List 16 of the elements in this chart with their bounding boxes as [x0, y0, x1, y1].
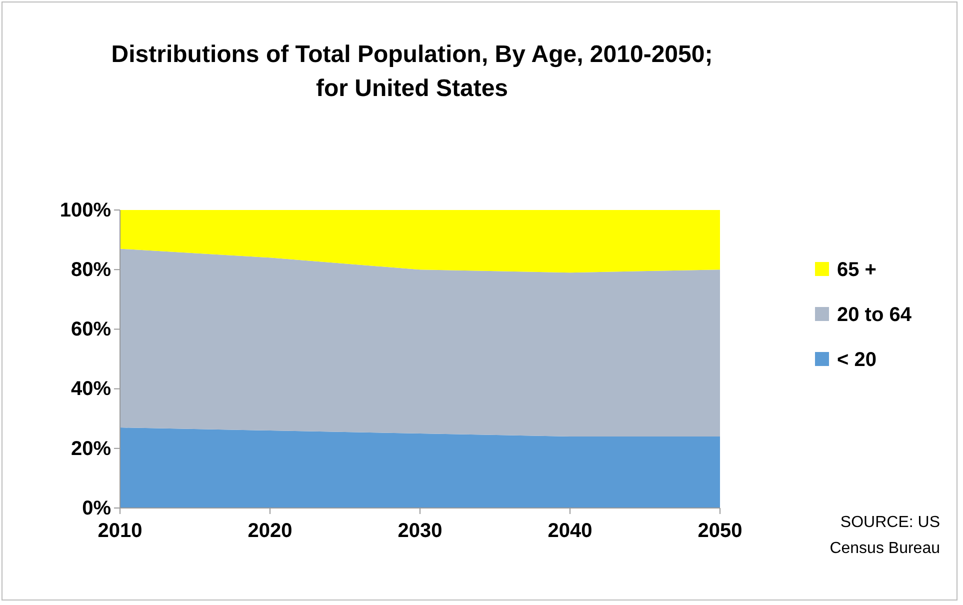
legend-label: 65 + — [837, 259, 876, 281]
x-tick-label: 2050 — [698, 520, 742, 542]
y-tick-label: 0% — [82, 497, 112, 520]
x-tick-label: 2040 — [548, 520, 592, 542]
x-tick-label: 2020 — [248, 520, 292, 542]
x-tick-label: 2030 — [398, 520, 442, 542]
x-tick-label: 2010 — [98, 520, 142, 542]
y-tick-label: 100% — [60, 199, 112, 222]
source-note: SOURCE: US Census Bureau — [830, 514, 940, 557]
legend-label: 20 to 64 — [837, 304, 912, 326]
y-tick-label: 40% — [70, 378, 112, 400]
chart-title: Distributions of Total Population, By Age, 2010-2050; for United States — [111, 41, 713, 102]
y-tick-label: 80% — [70, 259, 112, 281]
y-tick-label: 60% — [70, 318, 112, 341]
legend-label: < 20 — [837, 349, 876, 371]
y-tick-label: 20% — [70, 438, 112, 460]
